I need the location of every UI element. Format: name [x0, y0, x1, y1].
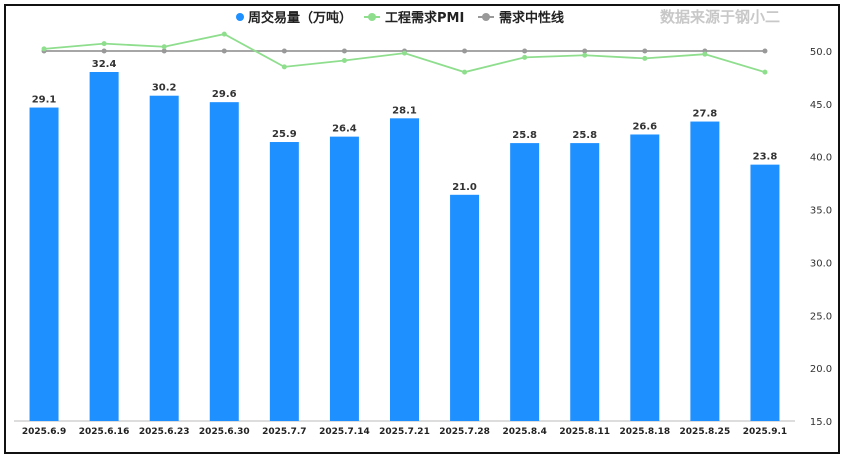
x-tick-label: 2025.7.21	[379, 427, 430, 437]
bar-2025.6.30	[209, 102, 239, 421]
pmi-point	[281, 64, 287, 70]
x-tick-label: 2025.7.14	[319, 427, 370, 437]
bar-value-label: 27.8	[693, 109, 718, 120]
bar-value-label: 26.6	[632, 121, 657, 132]
neutral-point	[582, 48, 588, 54]
bar-value-label: 25.9	[272, 129, 297, 140]
bar-2025.7.28	[450, 194, 480, 421]
x-tick-label: 2025.6.9	[22, 427, 66, 437]
pmi-point	[522, 54, 528, 60]
x-tick-label: 2025.9.1	[743, 427, 787, 437]
x-tick-label: 2025.7.28	[439, 427, 490, 437]
bar-2025.9.1	[750, 164, 780, 421]
neutral-point	[101, 48, 107, 54]
pmi-point	[582, 52, 588, 58]
pmi-point	[402, 50, 407, 56]
bar-2025.7.7	[269, 142, 299, 421]
neutral-point	[161, 48, 167, 54]
bar-2025.7.14	[329, 136, 359, 422]
y-tick-label: 50.0	[810, 47, 832, 58]
bar-value-label: 26.4	[332, 124, 357, 135]
legend-marker-pmi	[368, 13, 376, 21]
x-tick-label: 2025.8.4	[502, 427, 546, 437]
pmi-point	[762, 69, 768, 75]
bar-value-label: 21.0	[452, 182, 477, 193]
bar-2025.6.16	[89, 72, 119, 422]
pmi-point	[161, 44, 167, 50]
legend-label-neutral: 需求中性线	[499, 10, 564, 26]
bar-2025.8.4	[510, 143, 540, 421]
bar-2025.6.9	[29, 107, 59, 422]
y-tick-label: 20.0	[810, 364, 832, 375]
bar-2025.8.25	[690, 121, 720, 421]
bar-value-label: 29.1	[32, 95, 57, 106]
x-tick-label: 2025.8.18	[619, 427, 670, 437]
x-tick-label: 2025.8.11	[559, 427, 610, 437]
x-tick-label: 2025.8.25	[680, 427, 731, 437]
bar-value-label: 30.2	[152, 83, 177, 94]
source-note: 数据来源于钢小二	[660, 8, 780, 26]
pmi-point	[101, 41, 107, 47]
neutral-point	[522, 48, 528, 54]
bar-value-label: 29.6	[212, 89, 237, 100]
pmi-point	[41, 46, 47, 52]
y-tick-label: 40.0	[810, 153, 832, 164]
x-tick-label: 2025.6.16	[79, 427, 130, 437]
pmi-point	[702, 51, 708, 57]
legend-label-volume: 周交易量（万吨）	[248, 10, 352, 26]
neutral-point	[341, 48, 347, 54]
bar-value-label: 32.4	[92, 59, 117, 70]
x-tick-label: 2025.6.23	[139, 427, 190, 437]
bar-2025.6.23	[149, 95, 179, 422]
bar-value-label: 28.1	[392, 105, 417, 116]
pmi-point	[221, 31, 227, 37]
neutral-point	[762, 48, 768, 54]
y-tick-label: 35.0	[810, 206, 832, 217]
bar-value-label: 25.8	[572, 130, 597, 141]
pmi-point	[642, 55, 648, 61]
pmi-point	[341, 58, 347, 64]
bar-2025.8.11	[570, 143, 600, 421]
y-tick-label: 25.0	[810, 311, 832, 322]
bar-value-label: 25.8	[512, 130, 537, 141]
y-tick-label: 45.0	[810, 100, 832, 111]
neutral-point	[462, 48, 468, 54]
neutral-point	[642, 48, 648, 54]
bar-value-label: 23.8	[753, 152, 778, 163]
y-tick-label: 30.0	[810, 258, 832, 269]
legend-marker-neutral	[482, 13, 490, 21]
legend: 周交易量（万吨） 工程需求PMI 需求中性线	[236, 10, 564, 26]
neutral-point	[281, 48, 287, 54]
pmi-point	[462, 69, 468, 75]
legend-marker-volume	[236, 13, 244, 21]
x-tick-label: 2025.6.30	[199, 427, 250, 437]
bar-2025.8.18	[630, 134, 660, 422]
neutral-point	[221, 48, 227, 54]
bar-2025.7.21	[390, 118, 419, 421]
y-tick-label: 15.0	[810, 417, 832, 428]
legend-label-pmi: 工程需求PMI	[385, 10, 464, 26]
x-tick-label: 2025.7.7	[262, 427, 306, 437]
